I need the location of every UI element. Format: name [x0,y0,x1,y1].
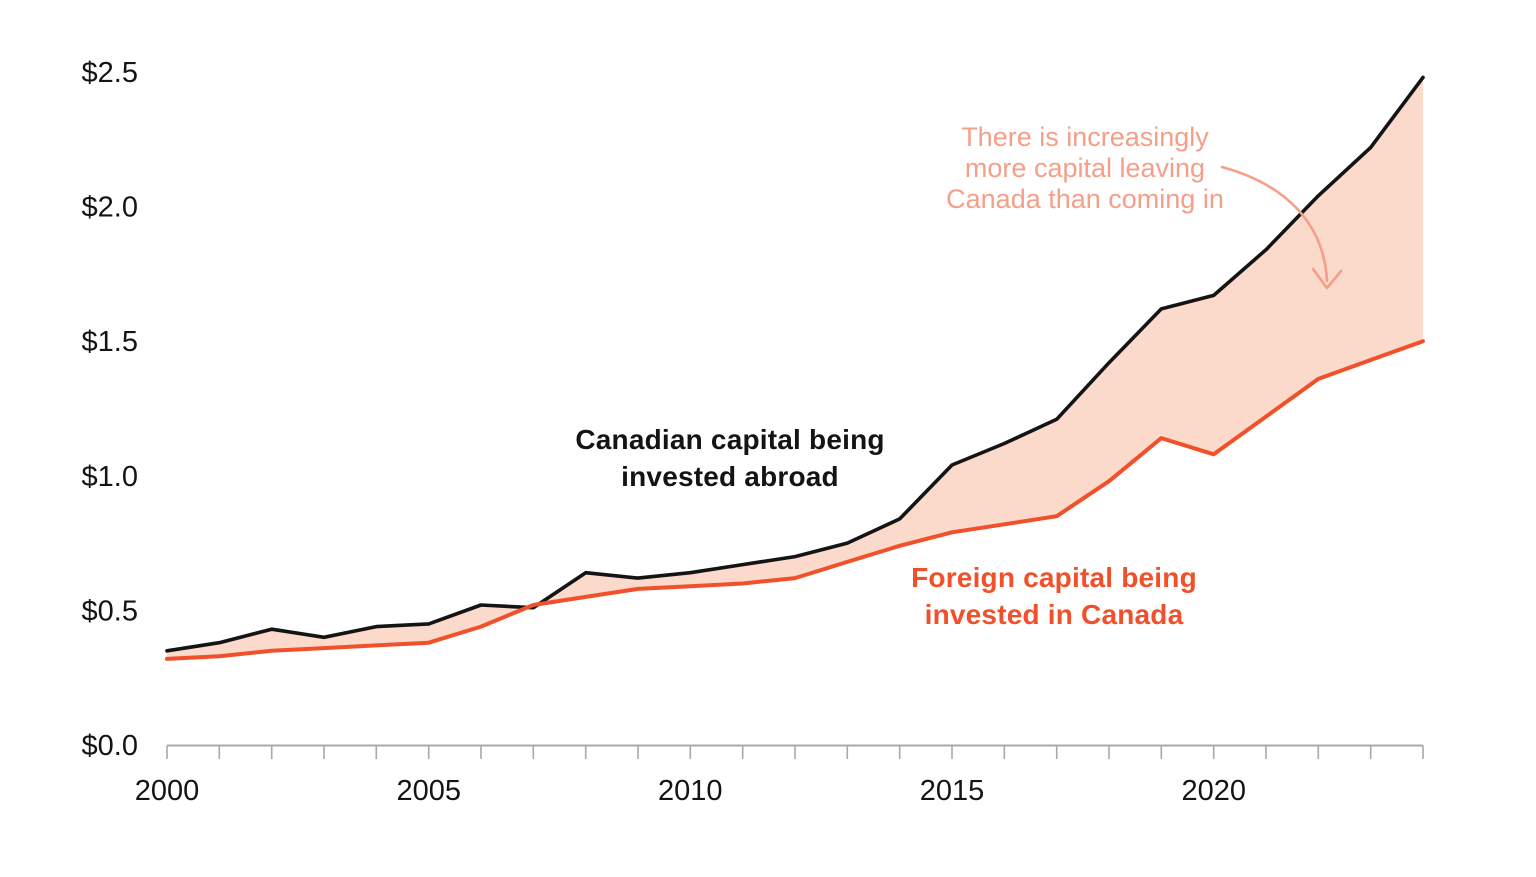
y-tick-label: $0.5 [82,595,138,627]
x-tick-label: 2005 [396,775,461,807]
x-tick-label: 2010 [658,775,723,807]
annotation-arrow [1220,165,1329,283]
series-label-canadian-capital-line2: invested abroad [621,461,839,492]
y-tick-label: $2.5 [82,57,138,89]
series-label-foreign-capital-line1: Foreign capital being [911,562,1197,593]
x-tick-label: 2015 [920,775,985,807]
band-between-series [167,77,1423,659]
annotation-line1: There is increasingly [961,122,1209,152]
y-tick-label: $1.5 [82,326,138,358]
annotation-text: There is increasingly more capital leavi… [946,122,1224,215]
x-tick-label: 2020 [1181,775,1246,807]
series-label-foreign-capital: Foreign capital being invested in Canada [911,559,1197,633]
series-label-foreign-capital-line2: invested in Canada [924,599,1184,630]
x-tick-label: 2000 [135,775,200,807]
line-foreign-capital-canada [165,339,1425,661]
y-tick-label: $2.0 [82,192,138,224]
series-label-canadian-capital: Canadian capital being invested abroad [575,421,884,495]
y-tick-label: $1.0 [82,461,138,493]
y-tick-label: $0.0 [82,730,138,762]
annotation-line3: Canada than coming in [946,184,1224,214]
line-canadian-capital-abroad [165,75,1425,653]
annotation-line2: more capital leaving [964,153,1206,183]
series-label-canadian-capital-line1: Canadian capital being [575,424,885,455]
annotation-arrowhead [1311,267,1343,290]
